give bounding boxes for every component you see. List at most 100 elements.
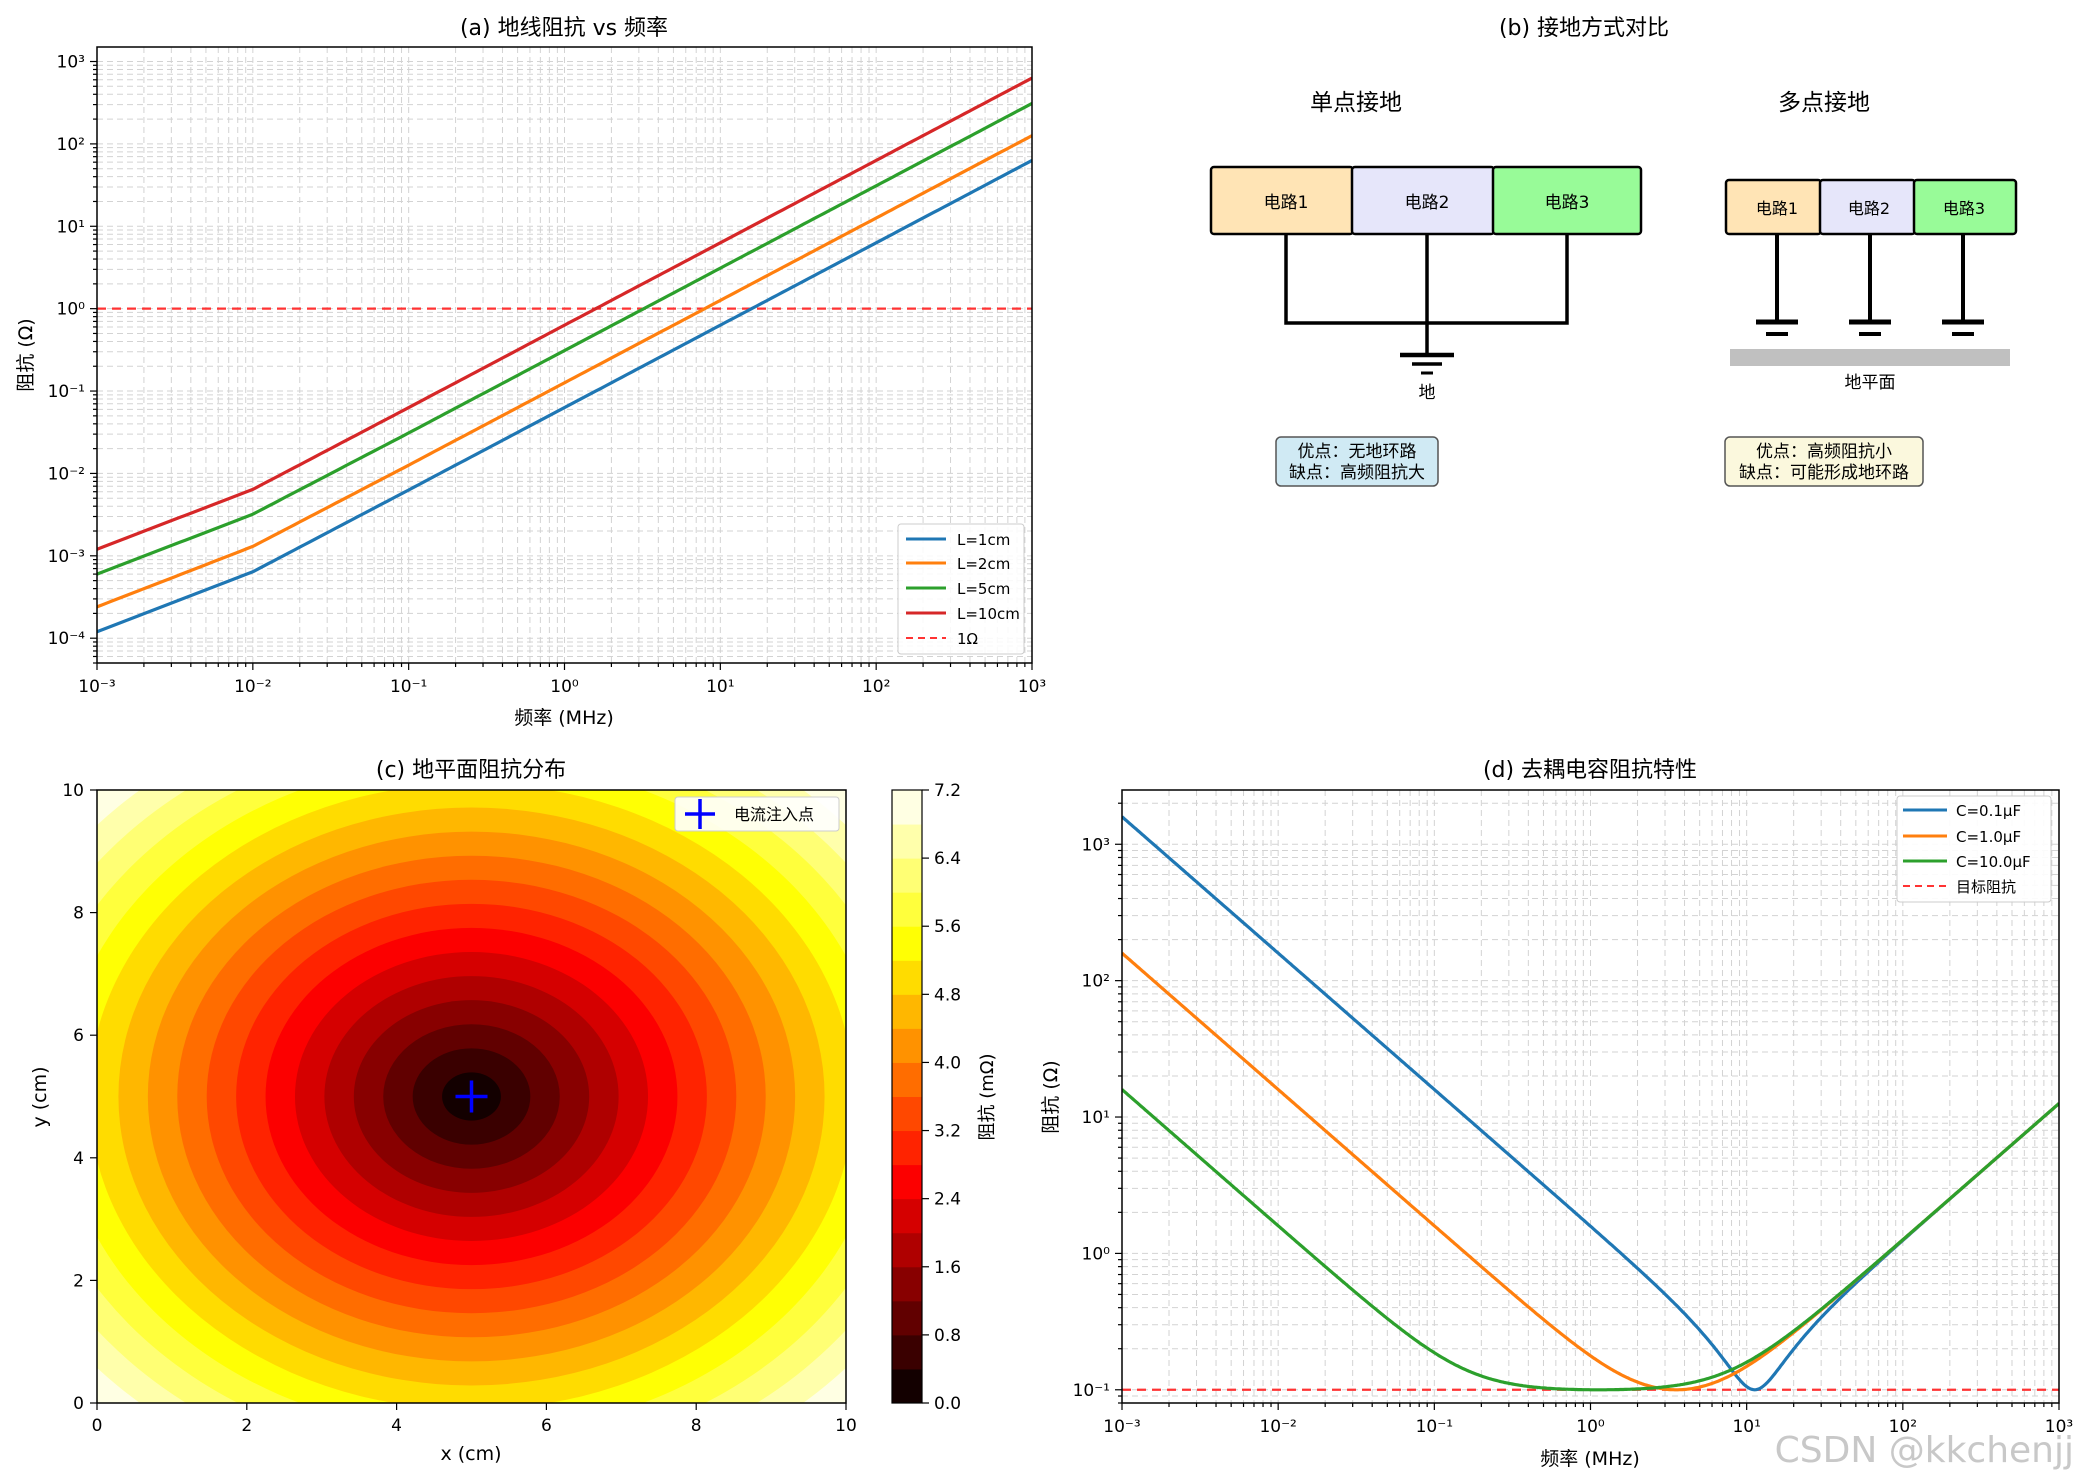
panel-d-ytick-label: 10²: [1082, 972, 1110, 992]
panel-c-xtick-label: 2: [241, 1416, 252, 1436]
multi-point-heading: 多点接地: [1778, 90, 1870, 116]
multi-cons: 缺点：可能形成地环路: [1739, 463, 1909, 483]
colorbar-tick-label: 4.0: [934, 1053, 961, 1073]
colorbar-band: [892, 1232, 922, 1268]
panel-a-plot-area: [97, 76, 1032, 634]
colorbar-band: [892, 790, 922, 825]
single-point-heading: 单点接地: [1310, 90, 1402, 116]
multi-notes-box: [1724, 436, 1924, 487]
panel-c-ytick-label: 8: [73, 904, 84, 924]
panel-d-ylabel: 阻抗 (Ω): [1040, 1060, 1062, 1133]
legend-box: [897, 523, 1025, 655]
colorbar-tick-label: 6.4: [934, 849, 961, 869]
colorbar-band: [892, 1266, 922, 1302]
panel-c-axes-frame: [96, 789, 847, 1404]
legend-label-l5: L=5cm: [957, 580, 1010, 598]
panel-d-xtick-label: 10³: [2045, 1417, 2073, 1437]
colorbar-tick-label: 3.2: [934, 1122, 961, 1142]
legend-label-target: 目标阻抗: [1956, 878, 2016, 896]
colorbar-label: 阻抗 (mΩ): [977, 1053, 998, 1140]
colorbar-band: [892, 960, 922, 995]
ground-plane: [1730, 349, 2010, 366]
panel-d-xtick-label: 10⁻²: [1259, 1417, 1296, 1437]
series-line-c10: [1122, 1088, 2059, 1392]
colorbar-band: [892, 1334, 922, 1370]
panel-c-xtick-label: 10: [835, 1416, 857, 1436]
panel-d-xtick-label: 10²: [1889, 1417, 1917, 1437]
colorbar-frame: [891, 789, 923, 1404]
colorbar-tick-label: 0.8: [934, 1326, 961, 1346]
colorbar-tick-label: 0.0: [934, 1394, 961, 1414]
multi-circuit-2-label: 电路2: [1848, 199, 1890, 218]
panel-d-legend: C=0.1μF C=1.0μF C=10.0μF 目标阻抗: [1896, 795, 2052, 903]
series-line-l1cm: [97, 158, 1032, 634]
single-cons: 缺点：高频阻抗大: [1289, 463, 1425, 483]
panel-c-ytick-label: 4: [73, 1149, 84, 1169]
colorbar-band: [892, 1368, 922, 1404]
series-line-l10cm: [97, 76, 1032, 551]
panel-c-legend: 电流注入点: [674, 796, 840, 832]
panel-a-ytick-label: 10⁻¹: [48, 382, 85, 402]
panel-a-ytick-label: 10⁻⁴: [48, 629, 86, 649]
colorbar-tick-label: 7.2: [934, 781, 961, 801]
ground-plane-label: 地平面: [1845, 373, 1896, 393]
panel-c-ticks: 0 2 4 6 8 10 0 2 4 6 8 10: [62, 781, 856, 1436]
current-injection-marker: [455, 1080, 488, 1113]
panel-d-ytick-label: 10³: [1082, 835, 1110, 855]
panel-c-ylabel: y (cm): [29, 1066, 51, 1127]
panel-a-ylabel: 阻抗 (Ω): [15, 318, 37, 391]
panel-d-ytick-label: 10⁰: [1082, 1244, 1111, 1264]
panel-a-xtick-label: 10¹: [706, 677, 734, 697]
colorbar-tick-label: 4.8: [934, 985, 961, 1005]
colorbar-band: [892, 824, 922, 859]
panel-a-xlabel: 频率 (MHz): [514, 707, 614, 729]
panel-b-grounding-diagram: (b) 接地方式对比 单点接地 电路1 电路2 电路3 地 优点：无地环路 缺点…: [1209, 16, 2018, 487]
panel-a-legend: L=1cm L=2cm L=5cm L=10cm 1Ω: [897, 523, 1025, 655]
legend-label-c01: C=0.1μF: [1956, 802, 2021, 820]
panel-c-ytick-label: 6: [73, 1026, 84, 1046]
legend-label-injection: 电流注入点: [734, 805, 814, 824]
panel-a-xtick-label: 10⁰: [550, 677, 579, 697]
panel-a-ticks: 10⁻³ 10⁻² 10⁻¹ 10⁰ 10¹ 10² 10³ 10⁻⁴ 10⁻³ 10⁻² 10⁻¹…: [48, 53, 1047, 697]
watermark: CSDN @kkchenjj: [1775, 1430, 2074, 1471]
panel-d-xlabel: 频率 (MHz): [1540, 1448, 1640, 1470]
panel-d-xtick-label: 10⁻³: [1103, 1417, 1140, 1437]
panel-d-decoupling-cap-chart: (d) 去耦电容阻抗特性 10⁻³ 10⁻² 10⁻¹ 10⁰ 10¹ 10² 10³10⁻…: [1040, 758, 2073, 1470]
panel-a-ytick-label: 10⁻²: [48, 464, 85, 484]
panel-b-title: (b) 接地方式对比: [1499, 16, 1669, 41]
colorbar-band: [892, 994, 922, 1029]
legend-label-c1: C=1.0μF: [1956, 828, 2021, 846]
panel-a-xtick-label: 10⁻¹: [390, 677, 427, 697]
colorbar-band: [892, 858, 922, 893]
panel-a-title: (a) 地线阻抗 vs 频率: [460, 16, 668, 41]
colorbar-band: [892, 1198, 922, 1234]
panel-a-xtick-label: 10⁻³: [78, 677, 115, 697]
panel-c-xtick-label: 6: [541, 1416, 552, 1436]
panel-a-grid: [97, 47, 1032, 663]
series-line-l5cm: [97, 101, 1032, 576]
panel-c-xlabel: x (cm): [440, 1443, 501, 1465]
panel-d-ytick-label: 10⁻¹: [1073, 1381, 1110, 1401]
panel-c-ytick-label: 2: [73, 1271, 84, 1291]
colorbar-band: [892, 892, 922, 927]
single-circuit-2-label: 电路2: [1405, 193, 1450, 213]
panel-a-ytick-label: 10⁻³: [48, 547, 85, 567]
legend-box: [674, 796, 840, 832]
panel-d-grid: [1122, 790, 2059, 1403]
panel-c-xtick-label: 0: [92, 1416, 103, 1436]
single-ground-label: 地: [1419, 383, 1436, 403]
panel-a-ytick-label: 10²: [57, 135, 85, 155]
panel-a-xtick-label: 10³: [1018, 677, 1046, 697]
colorbar-tick-label: 5.6: [934, 917, 961, 937]
series-line-l2cm: [97, 134, 1032, 609]
multi-circuit-3-label: 电路3: [1943, 199, 1985, 218]
multi-ground-stubs: [1756, 234, 1984, 336]
panel-c-contour-area: [97, 790, 846, 1403]
legend-box: [1896, 795, 2052, 903]
colorbar-band: [892, 1130, 922, 1166]
panel-a-xtick-label: 10⁻²: [234, 677, 271, 697]
colorbar-tick-label: 2.4: [934, 1190, 961, 1210]
panel-d-xtick-label: 10⁰: [1576, 1417, 1605, 1437]
colorbar-ticks: 0.0 0.8 1.6 2.4 3.2 4.0 4.8 5.6 6.4 7.2: [922, 781, 961, 1414]
